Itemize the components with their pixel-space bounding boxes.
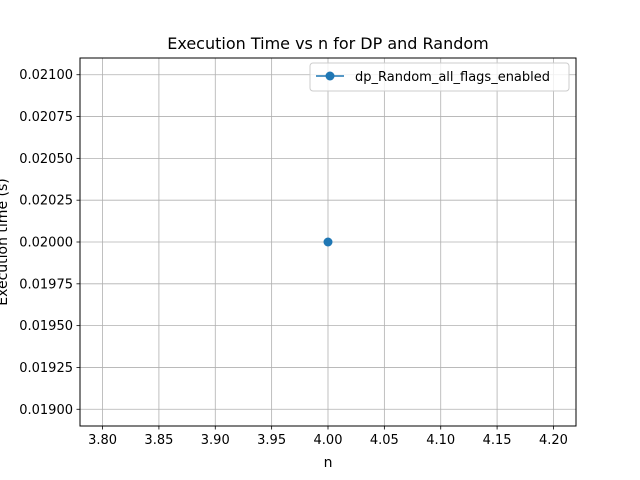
y-axis-label: Execution time (s) <box>0 178 11 305</box>
y-tick-label: 0.01975 <box>19 277 73 292</box>
y-tick-label: 0.02000 <box>19 236 73 251</box>
chart-title: Execution Time vs n for DP and Random <box>167 34 489 53</box>
x-tick-label: 3.80 <box>88 433 117 448</box>
x-tick-label: 3.95 <box>257 433 286 448</box>
y-tick-label: 0.02050 <box>19 152 73 167</box>
y-tick-label: 0.01925 <box>19 361 73 376</box>
series-layer <box>323 237 333 247</box>
x-axis: 3.80 3.85 3.90 3.95 4.00 4.05 4.10 4.15 4.20 <box>88 426 568 448</box>
x-tick-label: 3.90 <box>201 433 230 448</box>
legend-marker <box>325 71 335 81</box>
y-tick-label: 0.01900 <box>19 403 73 418</box>
legend: dp_Random_all_flags_enabled <box>309 62 570 92</box>
y-tick-label: 0.02100 <box>19 68 73 83</box>
x-tick-label: 4.10 <box>426 433 455 448</box>
y-tick-label: 0.02025 <box>19 194 73 209</box>
x-tick-label: 3.85 <box>144 433 173 448</box>
x-tick-label: 4.05 <box>370 433 399 448</box>
x-tick-label: 4.00 <box>314 433 343 448</box>
legend-label: dp_Random_all_flags_enabled <box>355 70 550 85</box>
y-tick-label: 0.01950 <box>19 319 73 334</box>
data-point <box>323 237 333 247</box>
y-axis: 0.01900 0.01925 0.01950 0.01975 0.02000 0.020… <box>19 68 80 418</box>
legend-box <box>309 62 570 92</box>
x-axis-label: n <box>324 455 333 471</box>
x-tick-label: 4.15 <box>483 433 512 448</box>
x-tick-label: 4.20 <box>539 433 568 448</box>
y-tick-label: 0.02075 <box>19 110 73 125</box>
